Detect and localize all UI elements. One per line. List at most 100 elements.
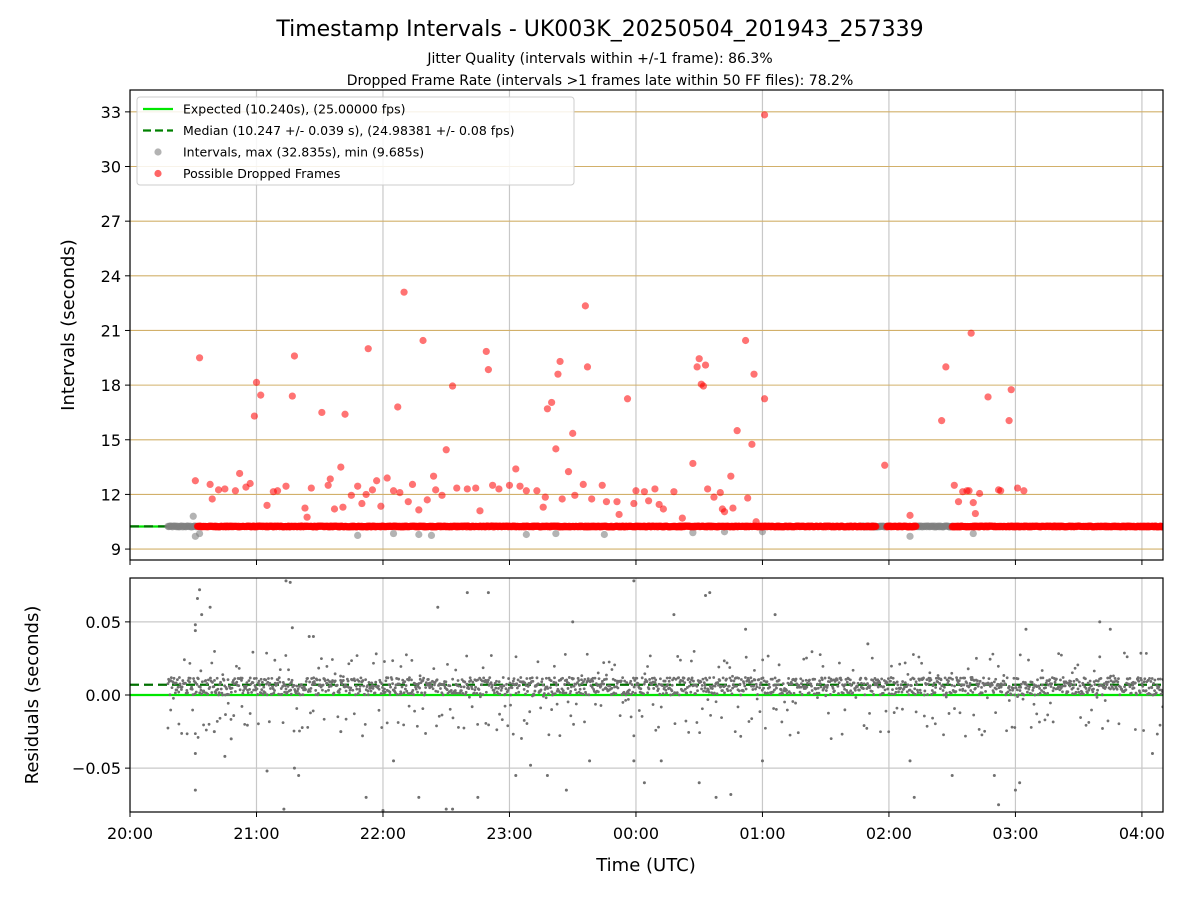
residual-point [894,690,898,694]
residual-point [704,690,708,693]
residual-point [773,613,777,617]
residual-point [909,683,913,687]
residual-point [859,676,863,680]
residual-point [975,656,978,660]
residual-point [799,685,803,689]
residual-point [668,676,672,680]
residual-point [459,685,463,689]
residual-point [288,580,292,584]
residual-point [1059,678,1062,682]
residual-point [404,653,408,657]
residual-point [209,676,212,680]
residual-point [214,691,218,695]
residual-point [207,678,210,682]
dropped-frame-point [288,392,296,400]
residual-point [843,708,847,712]
residual-point [198,691,202,695]
residual-point [233,677,237,681]
residual-point [760,759,764,763]
residual-point [572,684,576,688]
residual-point [217,693,220,697]
residual-point [555,702,559,706]
residual-point [510,686,514,690]
residual-point [635,676,639,680]
residual-point [650,682,654,686]
residual-point [665,691,668,695]
residual-point [583,720,586,724]
residual-point [980,691,984,695]
residual-point [696,689,699,693]
residual-point [602,682,606,686]
residual-point [243,722,247,726]
residual-point [339,674,343,678]
residual-point [295,707,299,710]
residual-point [212,730,216,734]
residual-point [961,687,965,691]
residual-point [898,662,902,666]
residual-point [709,713,712,717]
residual-point [1102,682,1106,686]
residual-point [1152,682,1155,685]
residual-point [897,690,900,694]
residual-point [465,682,469,686]
residual-point [1079,716,1082,719]
residual-point [320,657,323,661]
residual-point [523,681,527,685]
residual-point [260,680,264,684]
residual-point [943,685,946,689]
residual-point [476,723,480,726]
residual-point [167,677,171,681]
residual-point [1000,690,1004,694]
residual-point [1024,686,1028,690]
residual-point [712,676,716,679]
residual-point [193,732,197,736]
residual-point [777,678,781,682]
residual-point [906,672,910,676]
residual-point [899,683,903,687]
residual-point [1038,691,1042,695]
residual-point [711,692,715,696]
residual-point [489,654,493,657]
residual-point [700,683,704,687]
dropped-frame-point [339,503,347,511]
residual-point [714,700,718,704]
residual-point [655,684,659,688]
residual-point [374,680,378,684]
legend: Expected (10.240s), (25.00000 fps) Median… [136,96,575,186]
residual-point [359,676,363,680]
residual-point [798,690,802,694]
residual-point [283,684,287,688]
residual-point [431,687,435,691]
residual-point [222,678,226,682]
residual-point [787,677,790,680]
residual-point [533,689,537,693]
residual-point [692,683,696,687]
residual-point [1049,701,1052,705]
residual-point [895,680,899,684]
residual-point [687,730,691,734]
residual-point [777,663,781,667]
residual-point [1051,689,1055,693]
residual-point [916,688,919,692]
residual-point [245,681,249,685]
residual-point [576,681,579,685]
residual-point [347,662,351,666]
dropped-frame-point [318,408,326,417]
residual-point [843,683,847,687]
residual-point [931,716,934,720]
residual-point [412,693,415,696]
residual-point [1156,677,1160,681]
residual-point [256,692,260,696]
residual-point [926,693,929,696]
residual-point [346,679,350,683]
residual-point [758,710,762,714]
residual-point [719,684,723,688]
residual-point [379,692,383,695]
residual-point [177,690,181,694]
residual-point [416,690,419,694]
interval-point [969,529,977,538]
residual-point [535,676,539,680]
residual-point [578,683,581,687]
residual-point [400,685,404,689]
residual-point [170,686,174,689]
